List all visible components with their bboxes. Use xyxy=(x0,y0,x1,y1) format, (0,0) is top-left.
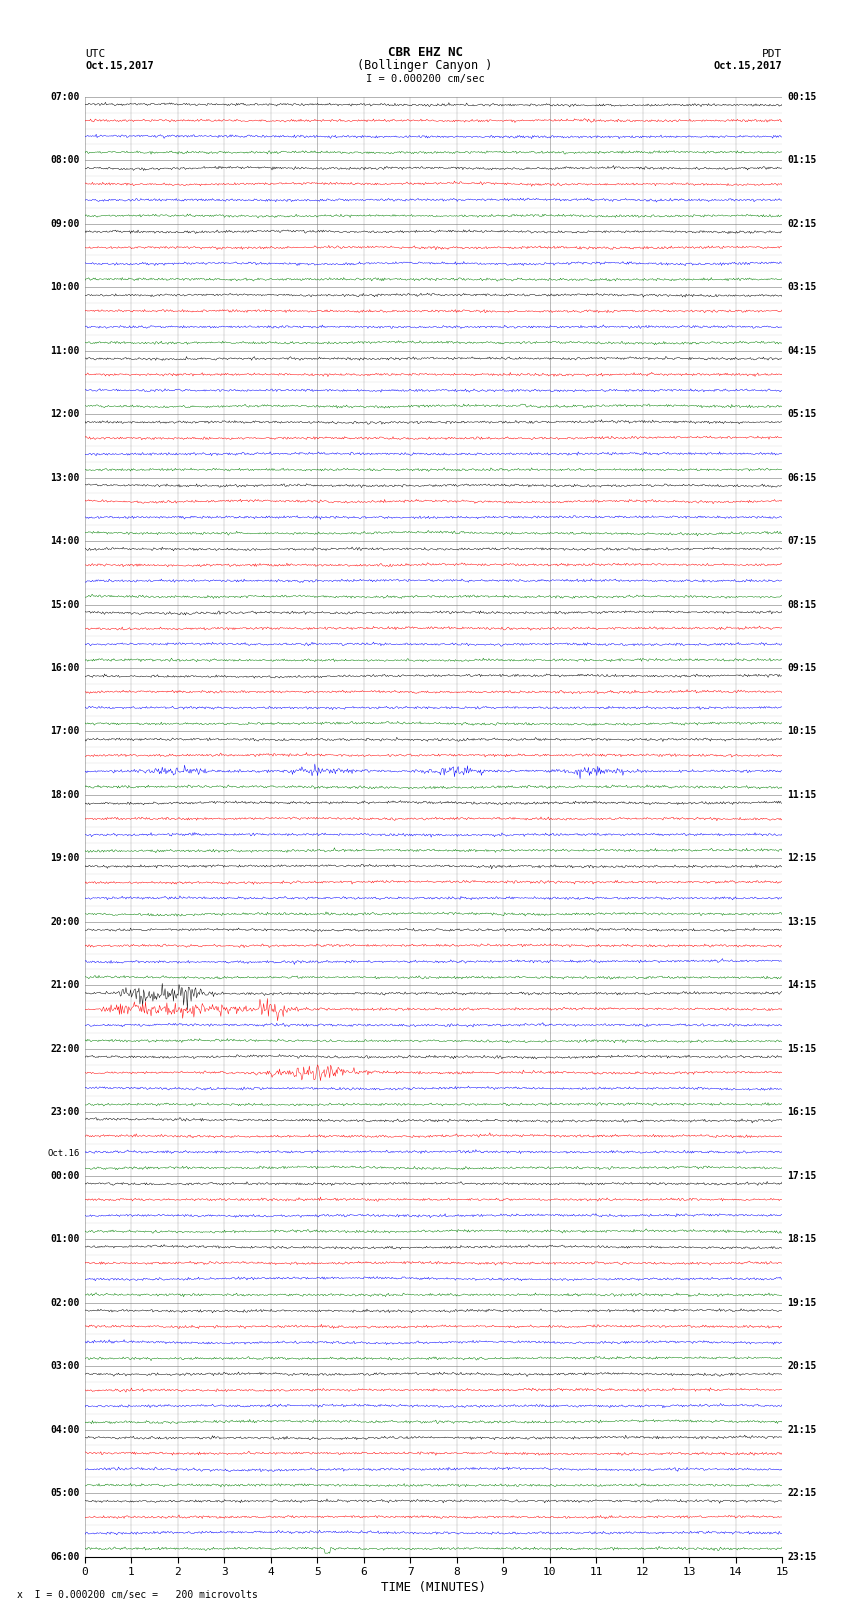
Text: Oct.15,2017: Oct.15,2017 xyxy=(85,61,154,71)
Text: 11:00: 11:00 xyxy=(50,345,79,355)
Text: 16:15: 16:15 xyxy=(788,1107,817,1118)
Text: PDT: PDT xyxy=(762,48,782,58)
Text: 09:00: 09:00 xyxy=(50,219,79,229)
Text: 21:15: 21:15 xyxy=(788,1424,817,1434)
Text: 21:00: 21:00 xyxy=(50,981,79,990)
Text: 04:15: 04:15 xyxy=(788,345,817,355)
Text: 03:00: 03:00 xyxy=(50,1361,79,1371)
Text: 07:00: 07:00 xyxy=(50,92,79,102)
Text: 10:15: 10:15 xyxy=(788,726,817,737)
Text: 19:15: 19:15 xyxy=(788,1298,817,1308)
Text: 14:15: 14:15 xyxy=(788,981,817,990)
Text: Oct.16: Oct.16 xyxy=(48,1148,79,1158)
Text: 22:00: 22:00 xyxy=(50,1044,79,1053)
Text: x  I = 0.000200 cm/sec =   200 microvolts: x I = 0.000200 cm/sec = 200 microvolts xyxy=(17,1590,258,1600)
Text: 18:15: 18:15 xyxy=(788,1234,817,1244)
Text: UTC: UTC xyxy=(85,48,105,58)
Text: 15:00: 15:00 xyxy=(50,600,79,610)
Text: 12:00: 12:00 xyxy=(50,410,79,419)
Text: 12:15: 12:15 xyxy=(788,853,817,863)
Text: 20:00: 20:00 xyxy=(50,916,79,927)
Text: 08:00: 08:00 xyxy=(50,155,79,165)
Text: 18:00: 18:00 xyxy=(50,790,79,800)
Text: 15:15: 15:15 xyxy=(788,1044,817,1053)
Text: 13:00: 13:00 xyxy=(50,473,79,482)
Text: I = 0.000200 cm/sec: I = 0.000200 cm/sec xyxy=(366,74,484,84)
Text: 09:15: 09:15 xyxy=(788,663,817,673)
Text: Oct.15,2017: Oct.15,2017 xyxy=(713,61,782,71)
Text: 19:00: 19:00 xyxy=(50,853,79,863)
Text: 14:00: 14:00 xyxy=(50,536,79,547)
Text: 17:00: 17:00 xyxy=(50,726,79,737)
Text: 01:15: 01:15 xyxy=(788,155,817,165)
Text: 06:00: 06:00 xyxy=(50,1552,79,1561)
Text: 07:15: 07:15 xyxy=(788,536,817,547)
Text: 10:00: 10:00 xyxy=(50,282,79,292)
Text: 16:00: 16:00 xyxy=(50,663,79,673)
Text: 05:15: 05:15 xyxy=(788,410,817,419)
Text: 05:00: 05:00 xyxy=(50,1489,79,1498)
Text: 17:15: 17:15 xyxy=(788,1171,817,1181)
Text: 23:15: 23:15 xyxy=(788,1552,817,1561)
Text: 20:15: 20:15 xyxy=(788,1361,817,1371)
Text: CBR EHZ NC: CBR EHZ NC xyxy=(388,45,462,58)
Text: 06:15: 06:15 xyxy=(788,473,817,482)
X-axis label: TIME (MINUTES): TIME (MINUTES) xyxy=(381,1581,486,1594)
Text: 13:15: 13:15 xyxy=(788,916,817,927)
Text: 08:15: 08:15 xyxy=(788,600,817,610)
Text: 00:15: 00:15 xyxy=(788,92,817,102)
Text: 04:00: 04:00 xyxy=(50,1424,79,1434)
Text: 23:00: 23:00 xyxy=(50,1107,79,1118)
Text: 11:15: 11:15 xyxy=(788,790,817,800)
Text: (Bollinger Canyon ): (Bollinger Canyon ) xyxy=(357,58,493,71)
Text: 22:15: 22:15 xyxy=(788,1489,817,1498)
Text: 02:15: 02:15 xyxy=(788,219,817,229)
Text: 03:15: 03:15 xyxy=(788,282,817,292)
Text: 00:00: 00:00 xyxy=(50,1171,79,1181)
Text: 01:00: 01:00 xyxy=(50,1234,79,1244)
Text: 02:00: 02:00 xyxy=(50,1298,79,1308)
